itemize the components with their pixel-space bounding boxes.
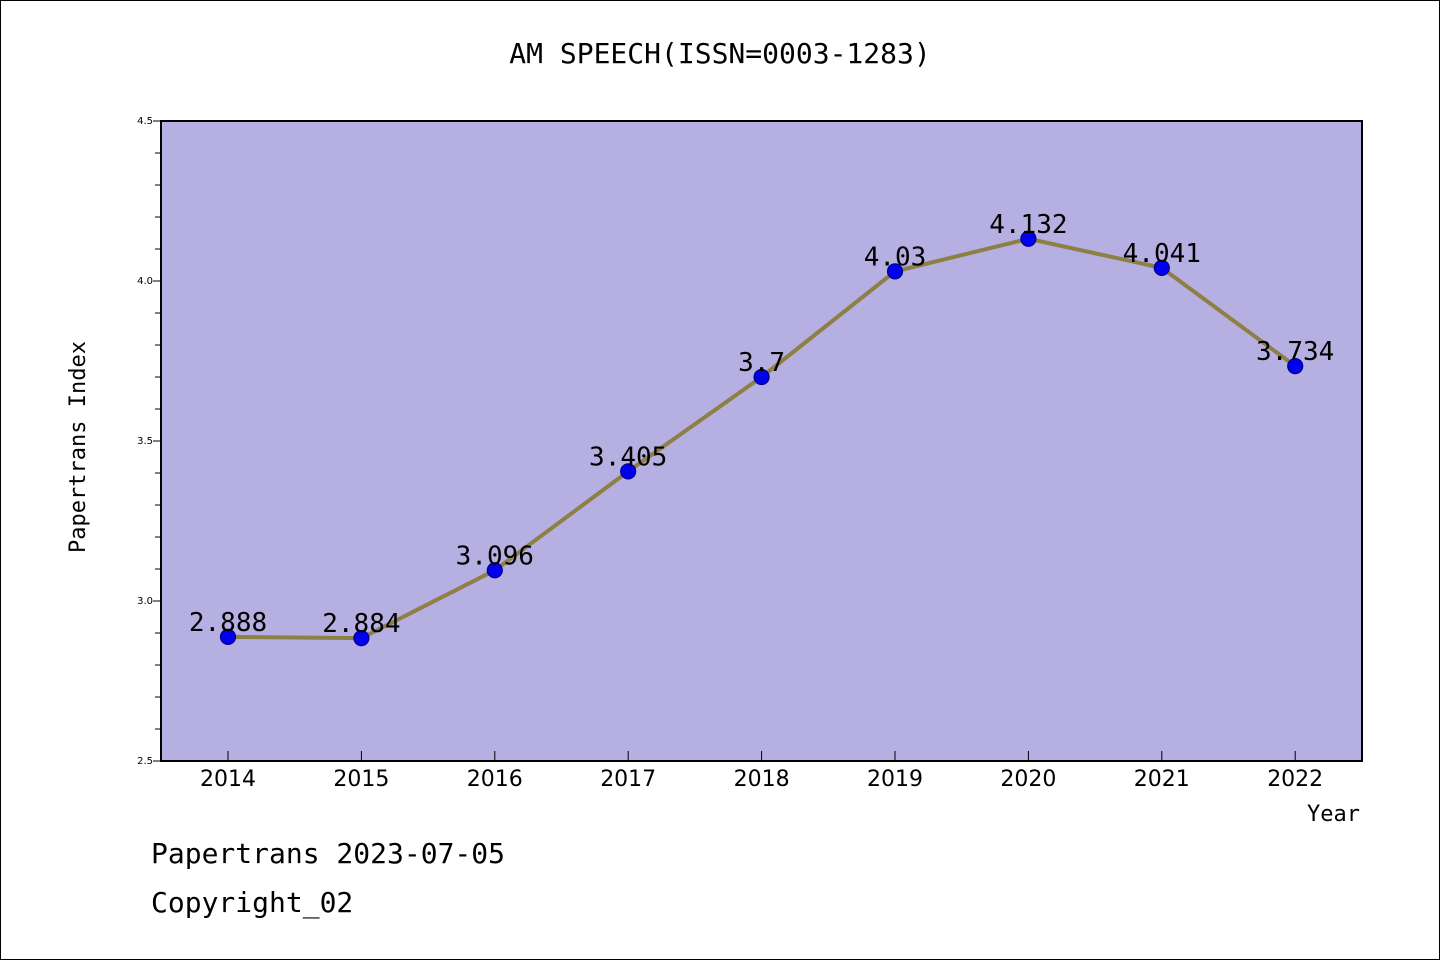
y-tick-label: 3.5 [137,436,153,447]
data-label-2017: 3.405 [589,442,667,472]
data-point-2020 [1020,230,1037,247]
plot-area [161,121,1362,761]
data-point-2016 [486,562,503,579]
y-tick-label: 4.0 [137,276,153,287]
x-tick-label: 2021 [1134,767,1190,792]
data-label-2022: 3.734 [1256,337,1334,367]
y-tick-label: 4.5 [137,116,153,127]
data-point-2021 [1153,259,1170,276]
data-label-2016: 3.096 [456,541,534,571]
x-axis-label: Year [1307,802,1360,827]
plot-frame [160,120,1363,762]
footer-date: Papertrans 2023-07-05 [151,837,506,870]
data-label-2015: 2.884 [322,609,400,639]
data-label-2020: 4.132 [989,210,1067,240]
data-label-2021: 4.041 [1123,239,1201,269]
data-markers [219,230,1304,647]
data-point-2014 [219,628,237,645]
x-tick-label: 2015 [333,767,389,792]
data-point-2017 [620,463,637,480]
x-tick-label: 2014 [200,767,256,792]
y-axis-label: Papertrans Index [66,341,91,553]
x-tick-label: 2020 [1000,767,1056,792]
y-tick-label: 2.5 [137,756,153,767]
y-axis: 2.5 3.0 3.5 4.0 4.5 [137,116,161,767]
x-tick-label: 2022 [1267,767,1323,792]
x-tick-label: 2017 [600,767,656,792]
x-tick-label: 2018 [734,767,790,792]
x-tick-label: 2019 [867,767,923,792]
data-label-2014: 2.888 [189,608,267,638]
data-point-2019 [886,263,904,280]
chart-title: AM SPEECH(ISSN=0003-1283) [509,37,931,70]
footer-copyright: Copyright_02 [151,886,354,919]
data-labels: 2.888 2.884 3.096 3.405 3.7 4.03 4.132 4.041 3.7… [189,210,1334,639]
data-label-2019: 4.03 [864,242,927,272]
x-axis: 2014 2015 2016 2017 2018 2019 2020 2021 2022 [200,751,1323,792]
x-tick-label: 2016 [467,767,523,792]
data-point-2022 [1287,358,1304,375]
data-point-2018 [753,368,770,386]
data-label-2018: 3.7 [738,348,785,378]
y-tick-label: 3.0 [137,596,153,607]
data-point-2015 [353,630,370,647]
